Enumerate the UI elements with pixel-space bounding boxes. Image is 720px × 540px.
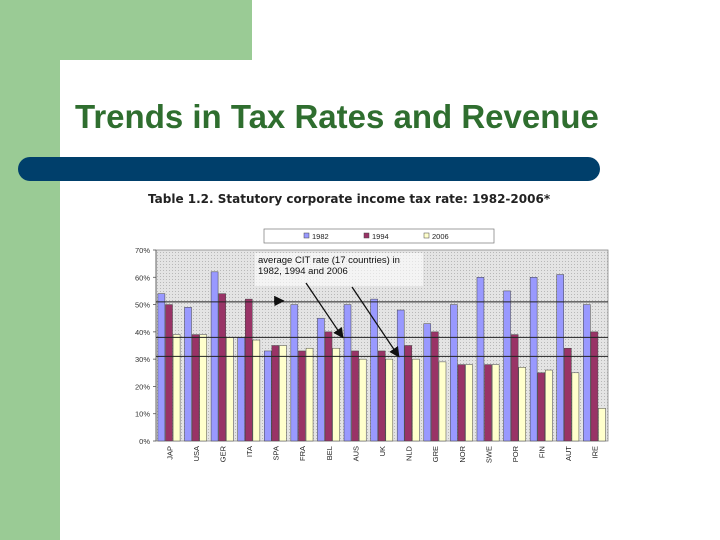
y-tick-label: 0%	[139, 437, 150, 446]
legend-swatch-1994	[363, 232, 370, 239]
y-tick-label: 20%	[135, 382, 150, 391]
bar-1982-ire	[583, 304, 591, 442]
legend-swatch-1982	[303, 232, 310, 239]
bar-2006-uk	[385, 358, 394, 442]
x-tick-label: AUS	[351, 446, 360, 461]
bar-1982-aut	[556, 274, 564, 442]
y-tick-label: 40%	[135, 328, 150, 337]
bar-2006-ire	[598, 408, 606, 442]
bar-2006-nor	[465, 364, 473, 442]
annotation-text: 1982, 1994 and 2006	[258, 266, 348, 277]
bar-1994-ger	[218, 293, 226, 442]
bar-1994-fra	[298, 350, 306, 442]
tax-rate-bar-chart: 0% 10% 20% 30% 40% 50% 60% 70% JAP USA GER ITA SPA FR…	[135, 228, 609, 463]
y-tick-label: 10%	[135, 410, 150, 419]
bar-1982-nor	[450, 304, 458, 442]
bar-1994-fin	[537, 372, 545, 442]
annotation-text: average CIT rate (17 countries) in	[258, 255, 400, 266]
green-top-band	[60, 0, 252, 60]
bar-2006-fra	[305, 347, 314, 442]
bar-1994-nor	[457, 364, 466, 442]
title-underline-bar	[18, 157, 600, 181]
bar-1982-jap	[157, 293, 166, 442]
x-tick-label: NLD	[405, 445, 414, 461]
x-tick-label: SPA	[272, 446, 281, 460]
bar-1994-por	[510, 334, 519, 442]
bar-2006-por	[518, 367, 526, 442]
bar-1982-fra	[290, 304, 299, 442]
bar-2006-gre	[438, 361, 447, 442]
x-tick-label: IRE	[591, 446, 600, 459]
annotation-arrow	[305, 282, 344, 339]
x-tick-label: NOR	[458, 445, 467, 462]
y-tick-label: 70%	[135, 246, 150, 255]
x-tick-label: USA	[192, 446, 201, 461]
legend-label-2006: 2006	[432, 232, 449, 241]
bar-2006-spa	[279, 345, 287, 442]
bar-2006-swe	[491, 364, 500, 442]
bar-1982-bel	[317, 317, 325, 442]
bar-1994-aus	[351, 350, 359, 442]
bar-1982-swe	[476, 277, 485, 442]
table-caption: Table 1.2. Statutory corporate income ta…	[148, 192, 551, 206]
bar-1994-gre	[431, 331, 439, 442]
bar-1994-aut	[564, 347, 572, 442]
bar-1994-uk	[377, 350, 386, 442]
bar-1982-uk	[370, 298, 378, 442]
legend	[263, 228, 495, 244]
bar-2006-aut	[571, 372, 580, 442]
bar-1982-spa	[263, 350, 272, 442]
y-tick-label: 50%	[135, 301, 150, 310]
bar-2006-ger	[226, 337, 234, 442]
bar-1994-jap	[165, 304, 173, 442]
y-tick-label: 60%	[135, 273, 150, 282]
bar-1982-ita	[237, 337, 245, 442]
x-tick-label: FRA	[298, 446, 307, 461]
bar-1994-ire	[590, 331, 599, 442]
legend-swatch-2006	[423, 232, 430, 239]
x-tick-label: AUT	[564, 446, 573, 461]
annotation-arrow	[351, 286, 400, 358]
bar-1982-aus	[343, 304, 352, 442]
bar-2006-nld	[412, 358, 420, 442]
bar-1982-nld	[396, 309, 405, 442]
x-tick-label: ITA	[245, 446, 254, 457]
bar-1994-nld	[404, 345, 413, 442]
bar-2006-fin	[545, 369, 553, 442]
bar-1994-spa	[271, 345, 280, 442]
bar-1994-bel	[324, 331, 333, 442]
slide-title: Trends in Tax Rates and Revenue	[75, 98, 599, 135]
bar-1982-por	[503, 290, 511, 442]
bar-2006-jap	[172, 334, 181, 442]
annotation-bg	[255, 253, 423, 286]
legend-label-1994: 1994	[372, 232, 389, 241]
bar-2006-usa	[199, 334, 207, 442]
bar-1994-ita	[245, 298, 253, 442]
bar-2006-bel	[332, 347, 340, 442]
bar-1982-fin	[529, 277, 538, 442]
x-tick-label: UK	[378, 446, 387, 456]
x-tick-label: JAP	[165, 446, 174, 460]
bar-1994-usa	[191, 334, 200, 442]
x-tick-label: SWE	[484, 446, 493, 463]
x-tick-label: GER	[218, 445, 227, 462]
bar-2006-ita	[252, 339, 261, 442]
y-tick-label: 30%	[135, 355, 150, 364]
x-tick-label: FIN	[538, 446, 547, 458]
x-tick-label: POR	[511, 445, 520, 462]
legend-label-1982: 1982	[312, 232, 329, 241]
bar-1982-usa	[184, 307, 192, 442]
bar-1982-gre	[423, 323, 432, 442]
green-side-band	[0, 0, 60, 540]
x-tick-label: BEL	[325, 446, 334, 460]
bar-2006-aus	[358, 358, 367, 442]
bar-1994-swe	[484, 364, 492, 442]
x-tick-label: GRE	[431, 446, 440, 462]
